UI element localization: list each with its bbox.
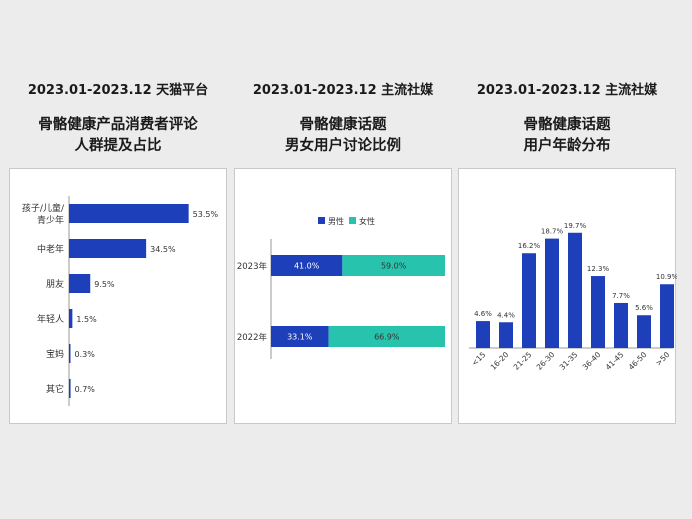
panel-3-title-line1: 骨骼健康话题: [523, 117, 611, 133]
bar-6: [614, 302, 628, 348]
category-label-0-0: 孩子/儿童/: [22, 202, 65, 214]
bar-7: [637, 315, 651, 348]
category-label-1: 2022年: [237, 332, 268, 343]
data-label-male-0: 41.0%: [294, 262, 320, 271]
chart-panel-2: 男性 女性 2023年 41.0% 59.0% 2022年 33.1% 66.9%: [234, 168, 452, 424]
bar-4: [69, 344, 71, 363]
bar-female-1: [328, 326, 445, 347]
data-label-7: 5.6%: [635, 304, 653, 312]
legend-label-female: 女性: [359, 216, 375, 226]
data-label-0: 4.6%: [474, 310, 492, 318]
category-label-0: <15: [470, 350, 488, 368]
category-label-8: >50: [654, 350, 672, 368]
legend-swatch-male: [318, 217, 325, 224]
panel-2-period: 2023.01-2023.12 主流社媒: [252, 83, 434, 98]
chart-panel-3: 4.6% <15 4.4% 16-20 16.2% 21-25 18.7% 26-30 19.7…: [458, 168, 677, 424]
data-label-5: 12.3%: [587, 265, 610, 273]
category-label-4: 宝妈: [46, 348, 64, 360]
category-label-6: 41-45: [604, 350, 626, 372]
data-label-male-1: 33.1%: [287, 333, 313, 342]
legend-swatch-female: [349, 217, 356, 224]
bar-male-1: [271, 326, 329, 347]
panel-3-title-line2: 用户年龄分布: [523, 138, 611, 154]
panel-1-title-line1: 骨骼健康产品消费者评论: [38, 117, 198, 133]
data-label-3: 1.5%: [76, 315, 97, 324]
bar-male-0: [271, 255, 343, 276]
category-label-5: 其它: [46, 383, 64, 395]
bar-8: [660, 284, 674, 348]
data-label-1: 4.4%: [497, 311, 515, 319]
data-label-1: 34.5%: [150, 245, 176, 254]
data-label-2: 9.5%: [94, 280, 115, 289]
category-label-3: 26-30: [535, 350, 557, 372]
data-label-6: 7.7%: [612, 292, 630, 300]
bar-3: [545, 238, 559, 348]
data-label-0: 53.5%: [193, 210, 219, 219]
category-label-0: 2023年: [237, 261, 268, 272]
category-label-5: 36-40: [581, 350, 603, 372]
bar-1: [499, 322, 513, 348]
data-label-female-0: 59.0%: [381, 262, 407, 271]
category-label-2: 朋友: [46, 278, 64, 290]
data-label-female-1: 66.9%: [374, 333, 400, 342]
panel-2-title-line2: 男女用户讨论比例: [285, 138, 401, 154]
bar-5: [69, 379, 71, 398]
bar-0: [69, 204, 189, 223]
bar-female-0: [342, 255, 445, 276]
bar-2: [69, 274, 91, 293]
data-label-2: 16.2%: [518, 242, 541, 250]
data-label-5: 0.7%: [75, 385, 96, 394]
bar-5: [591, 276, 605, 348]
category-label-7: 46-50: [627, 350, 649, 372]
legend-label-male: 男性: [328, 216, 344, 226]
category-label-1: 16-20: [489, 350, 511, 372]
data-label-3: 18.7%: [541, 228, 564, 236]
data-label-4: 0.3%: [75, 350, 96, 359]
category-label-1: 中老年: [37, 243, 64, 255]
bar-1: [69, 239, 147, 258]
bar-4: [568, 232, 582, 348]
audience-mention-chart: 孩子/儿童/青少年 53.5% 中老年 34.5% 朋友 9.5% 年轻人 1.5% 宝妈 0.3…: [22, 196, 219, 406]
category-label-4: 31-35: [558, 350, 580, 372]
chart-panel-1: 孩子/儿童/青少年 53.5% 中老年 34.5% 朋友 9.5% 年轻人 1.5% 宝妈 0.3…: [9, 168, 227, 424]
gender-ratio-chart: 男性 女性 2023年 41.0% 59.0% 2022年 33.1% 66.9%: [237, 216, 445, 359]
data-label-4: 19.7%: [564, 222, 587, 230]
panel-1-title-line2: 人群提及占比: [74, 138, 162, 154]
bar-0: [476, 321, 490, 348]
data-label-8: 10.9%: [656, 273, 677, 281]
age-distribution-chart: 4.6% <15 4.4% 16-20 16.2% 21-25 18.7% 26-30 19.7…: [469, 222, 677, 372]
bar-3: [69, 309, 73, 328]
category-label-3: 年轻人: [37, 313, 64, 325]
bar-2: [522, 253, 536, 348]
panel-2-title-line1: 骨骼健康话题: [299, 117, 387, 133]
category-label-0-1: 青少年: [37, 214, 64, 226]
panel-3-period: 2023.01-2023.12 主流社媒: [476, 83, 658, 98]
category-label-2: 21-25: [512, 350, 534, 372]
panel-1-period: 2023.01-2023.12 天猫平台: [27, 83, 209, 98]
